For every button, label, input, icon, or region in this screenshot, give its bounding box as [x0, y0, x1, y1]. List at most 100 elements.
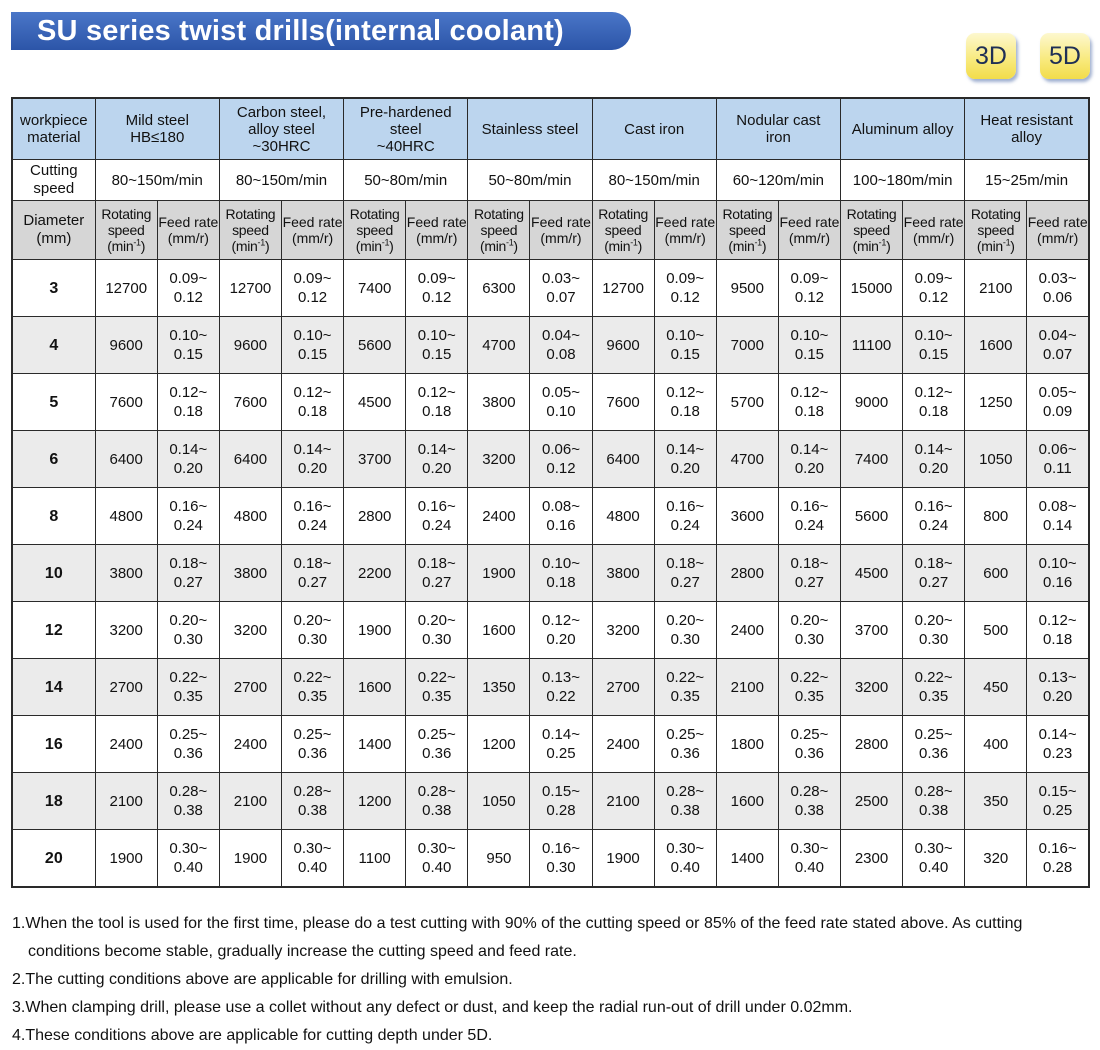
rotating-speed-cell: 2500 [839, 772, 904, 830]
cell-line: 0.12 [919, 289, 949, 306]
cell-line: Feed rate [531, 214, 591, 230]
feed-rate-cell: 0.04~ 0.08 [529, 316, 593, 374]
feed-rate-cell: 0.13~ 0.20 [1026, 658, 1090, 716]
material-header-row: workpiece material Mild steel HB≤180 Carbon … [11, 97, 1090, 160]
feed-rate-cell: 0.12~ 0.18 [777, 373, 841, 431]
feed-rate-cell: 0.30~ 0.40 [902, 829, 966, 888]
feed-rate-cell: 0.30~ 0.40 [280, 829, 345, 888]
feed-rate-cell: 0.05~ 0.10 [529, 373, 593, 431]
cell-line: 0.36 [297, 745, 328, 762]
cell-line: 0.12 [670, 289, 700, 306]
cell-line: 0.35 [670, 688, 700, 705]
feed-rate-cell: 0.28~ 0.38 [902, 772, 966, 830]
cell-line: 0.30 [546, 859, 576, 876]
cell-line: 0.12 [546, 460, 576, 477]
cell-line: 0.16~ [1038, 840, 1077, 857]
rotating-speed-cell: 6400 [591, 430, 655, 488]
cell-line: 0.38 [670, 802, 700, 819]
feed-rate-cell: 0.16~ 0.28 [1026, 829, 1090, 888]
cell-line: 0.15 [794, 346, 825, 363]
superscript: -1 [133, 237, 141, 248]
feed-rate-cell: 0.12~ 0.18 [280, 373, 345, 431]
cell-line: 0.22~ [417, 669, 456, 686]
rotating-speed-cell: 450 [964, 658, 1028, 716]
notes-section: 1.When the tool is used for the first ti… [12, 910, 1097, 1050]
cell-line: Feed rate [655, 214, 716, 230]
cell-line: 0.30~ [417, 840, 456, 857]
rotating-speed-cell: 2700 [94, 658, 158, 716]
cell-line: 0.09~ [666, 270, 705, 287]
feed-rate-cell: 0.25~ 0.36 [156, 715, 220, 773]
feed-rate-cell: 0.25~ 0.36 [777, 715, 841, 773]
cell-line: workpiece [20, 112, 88, 129]
cell-line: Feed rate [158, 214, 219, 230]
cell-line: 0.14~ [1038, 726, 1077, 743]
rotating-speed-header: Rotating speed (min-1) [343, 200, 407, 260]
cell-line: (min [355, 238, 382, 254]
cell-line: 0.30 [670, 631, 700, 648]
cell-line: 0.40 [670, 859, 700, 876]
cell-line: 0.36 [794, 745, 825, 762]
cell-line: 0.09~ [914, 270, 953, 287]
cell-line: 0.12 [297, 289, 328, 306]
cell-line: 0.16 [546, 517, 576, 534]
feed-rate-cell: 0.16~ 0.24 [156, 487, 220, 545]
cell-line: 0.40 [297, 859, 328, 876]
rotating-speed-cell: 7600 [218, 373, 282, 431]
feed-rate-cell: 0.20~ 0.30 [405, 601, 469, 659]
cell-line: 0.20~ [293, 612, 332, 629]
feed-rate-cell: 0.10~ 0.15 [902, 316, 966, 374]
feed-rate-cell: 0.28~ 0.38 [653, 772, 717, 830]
feed-rate-cell: 0.20~ 0.30 [902, 601, 966, 659]
cell-line: 0.13~ [542, 669, 580, 686]
cell-line: (min [107, 238, 134, 254]
feed-rate-cell: 0.28~ 0.38 [405, 772, 469, 830]
rotating-speed-cell: 12700 [218, 259, 282, 317]
cell-line: 0.15~ [542, 783, 580, 800]
feed-rate-cell: 0.18~ 0.27 [156, 544, 220, 602]
rotating-speed-cell: 2700 [218, 658, 282, 716]
cell-line: 0.18 [670, 403, 700, 420]
cell-line: 0.22~ [169, 669, 208, 686]
rotating-speed-cell: 2800 [343, 487, 407, 545]
cell-line: 0.03~ [1038, 270, 1077, 287]
cell-line: 0.36 [919, 745, 949, 762]
feed-rate-cell: 0.12~ 0.18 [1026, 601, 1090, 659]
cell-line: 0.04~ [1038, 327, 1077, 344]
rotating-speed-cell: 1100 [343, 829, 407, 888]
feed-rate-cell: 0.20~ 0.30 [156, 601, 220, 659]
feed-rate-cell: 0.12~ 0.18 [156, 373, 220, 431]
cell-line: 0.10~ [914, 327, 953, 344]
cell-line: 0.28~ [914, 783, 953, 800]
material-header: Aluminum alloy [839, 97, 966, 160]
rotating-speed-cell: 1350 [467, 658, 531, 716]
cell-line: 0.40 [422, 859, 452, 876]
rotating-speed-cell: 2100 [964, 259, 1028, 317]
cell-line: 0.18~ [293, 555, 332, 572]
rotating-speed-cell: 320 [964, 829, 1028, 888]
feed-rate-cell: 0.15~ 0.28 [529, 772, 593, 830]
feed-rate-cell: 0.20~ 0.30 [653, 601, 717, 659]
feed-rate-cell: 0.06~ 0.12 [529, 430, 593, 488]
feed-rate-cell: 0.06~ 0.11 [1026, 430, 1090, 488]
cell-line: Feed rate [1027, 214, 1088, 230]
material-header: Mild steel HB≤180 [94, 97, 220, 160]
cell-line: 0.27 [422, 574, 452, 591]
cell-line: 0.35 [422, 688, 452, 705]
rotating-speed-cell: 350 [964, 772, 1028, 830]
rotating-speed-cell: 1250 [964, 373, 1028, 431]
cell-line: 0.13~ [1038, 669, 1077, 686]
cell-line: 0.16 [1043, 574, 1073, 591]
feed-rate-cell: 0.03~ 0.06 [1026, 259, 1090, 317]
cell-line: 0.12~ [790, 384, 829, 401]
cell-line: 0.18~ [790, 555, 829, 572]
cell-line: 0.28 [1043, 859, 1073, 876]
cell-line: (min [479, 238, 506, 254]
cell-line: (mm/r) [913, 230, 955, 246]
feed-rate-cell: 0.18~ 0.27 [653, 544, 717, 602]
cell-line: 0.12 [422, 289, 452, 306]
cell-line: 0.23 [1043, 745, 1073, 762]
feed-rate-cell: 0.16~ 0.30 [529, 829, 593, 888]
cell-line: 0.27 [173, 574, 203, 591]
feed-rate-cell: 0.25~ 0.36 [902, 715, 966, 773]
